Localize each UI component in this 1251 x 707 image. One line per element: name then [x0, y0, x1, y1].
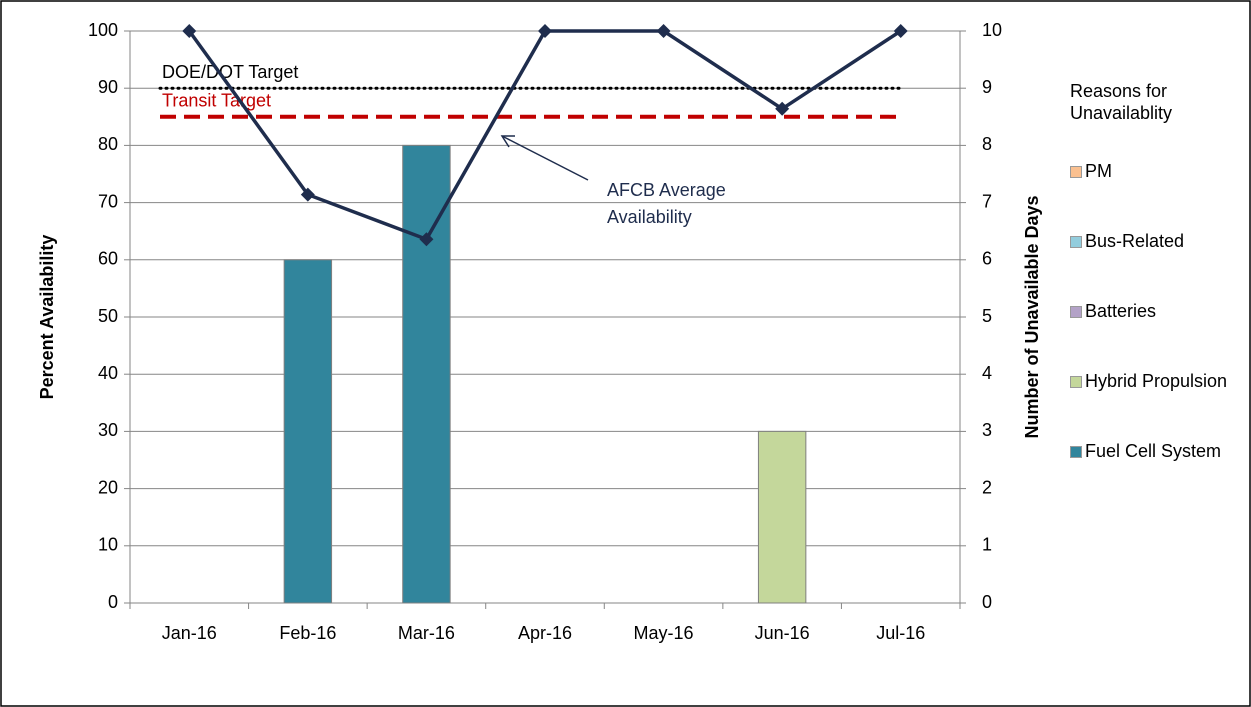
y-tick-label: 90 [98, 77, 118, 97]
y-tick-label: 30 [98, 420, 118, 440]
y2-tick-label: 4 [982, 363, 992, 383]
x-tick-label: Jan-16 [162, 623, 217, 643]
legend-swatch [1070, 376, 1082, 388]
annotation-arrow [501, 135, 589, 181]
y-tick-label: 40 [98, 363, 118, 383]
legend-swatch [1070, 446, 1082, 458]
y-tick-label: 0 [108, 592, 118, 612]
line-marker [656, 24, 671, 38]
y2-tick-label: 6 [982, 249, 992, 269]
line-marker [419, 232, 434, 247]
y-tick-label: 20 [98, 477, 118, 497]
y2-tick-label: 10 [982, 20, 1002, 40]
y2-tick-label: 7 [982, 191, 992, 211]
y2-tick-label: 8 [982, 134, 992, 154]
legend-swatch [1070, 306, 1082, 318]
y-tick-label: 80 [98, 134, 118, 154]
y-tick-label: 50 [98, 306, 118, 326]
y2-tick-label: 2 [982, 477, 992, 497]
legend-label: PM [1085, 161, 1112, 181]
x-tick-label: Mar-16 [398, 623, 455, 643]
x-tick-label: May-16 [634, 623, 694, 643]
bar [283, 259, 333, 604]
y2-axis-label: Number of Unavailable Days [1022, 195, 1042, 438]
y2-tick-label: 0 [982, 592, 992, 612]
y-axis-label: Percent Availability [37, 235, 57, 400]
y-tick-label: 100 [88, 20, 118, 40]
annotation: AFCB Average Availability [607, 180, 726, 227]
y2-tick-label: 1 [982, 535, 992, 555]
bar [757, 430, 807, 604]
bar [402, 144, 451, 604]
y-tick-label: 70 [98, 191, 118, 211]
legend-swatch [1070, 236, 1082, 248]
y2-tick-label: 3 [982, 420, 992, 440]
legend-title: Reasons for Unavailablity [1070, 81, 1173, 123]
legend-swatch [1070, 166, 1082, 178]
y2-tick-label: 9 [982, 77, 992, 97]
legend-label: Bus-Related [1085, 231, 1185, 251]
y-tick-label: 60 [98, 249, 118, 269]
x-tick-label: Feb-16 [279, 623, 336, 643]
legend-label: Batteries [1085, 301, 1157, 321]
line-marker [538, 24, 552, 38]
legend-label: Fuel Cell System [1085, 441, 1222, 461]
line-marker [300, 187, 315, 202]
x-tick-label: Apr-16 [518, 623, 572, 643]
line-marker [182, 24, 197, 38]
line-marker [893, 24, 908, 38]
x-tick-label: Jul-16 [876, 623, 925, 643]
line-marker [775, 101, 790, 116]
legend-label: Hybrid Propulsion [1085, 371, 1228, 391]
y-tick-label: 10 [98, 535, 118, 555]
x-tick-label: Jun-16 [755, 623, 810, 643]
reference-label: DOE/DOT Target [162, 62, 298, 82]
reference-label: Transit Target [162, 91, 271, 111]
y2-tick-label: 5 [982, 306, 992, 326]
annotation-arrowhead [500, 135, 515, 148]
